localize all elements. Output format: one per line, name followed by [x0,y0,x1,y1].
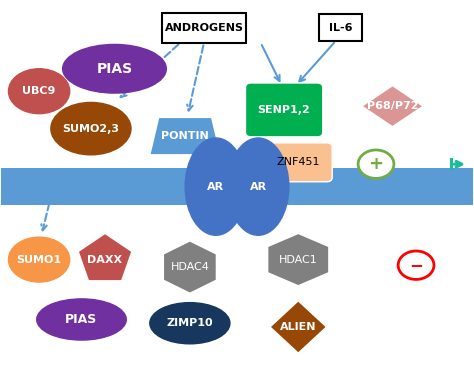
Text: ALIEN: ALIEN [280,322,317,332]
Text: ZNF451: ZNF451 [276,157,320,167]
Polygon shape [164,241,217,293]
Ellipse shape [36,299,126,340]
Ellipse shape [9,237,70,282]
Text: ZIMP10: ZIMP10 [166,318,213,328]
Polygon shape [362,86,423,127]
Text: HDAC4: HDAC4 [171,262,210,272]
Text: AR: AR [207,182,224,192]
Ellipse shape [185,138,246,235]
Text: SUMO1: SUMO1 [17,254,62,265]
Text: PONTIN: PONTIN [161,131,209,141]
Polygon shape [268,233,329,286]
Text: −: − [409,256,423,274]
Text: +: + [368,155,383,173]
Ellipse shape [51,103,131,155]
FancyBboxPatch shape [246,83,323,137]
Circle shape [358,150,394,178]
FancyBboxPatch shape [162,12,246,43]
Text: SENP1,2: SENP1,2 [258,105,310,115]
Ellipse shape [228,138,289,235]
Text: P68/P72: P68/P72 [367,101,418,111]
Text: SUMO2,3: SUMO2,3 [63,124,119,133]
FancyBboxPatch shape [1,168,473,205]
Circle shape [398,251,434,279]
Text: AR: AR [250,182,267,192]
Text: ANDROGENS: ANDROGENS [164,23,244,32]
Text: PIAS: PIAS [65,313,98,326]
Text: PIAS: PIAS [96,62,133,76]
Polygon shape [150,117,220,155]
Ellipse shape [150,303,230,344]
Text: DAXX: DAXX [88,254,123,265]
Polygon shape [78,233,132,281]
Text: HDAC1: HDAC1 [279,254,318,265]
Ellipse shape [63,44,166,93]
FancyBboxPatch shape [264,143,332,182]
Ellipse shape [9,69,70,113]
FancyBboxPatch shape [319,14,362,41]
Text: UBC9: UBC9 [22,86,56,96]
Text: IL-6: IL-6 [329,23,352,32]
Polygon shape [270,301,327,353]
